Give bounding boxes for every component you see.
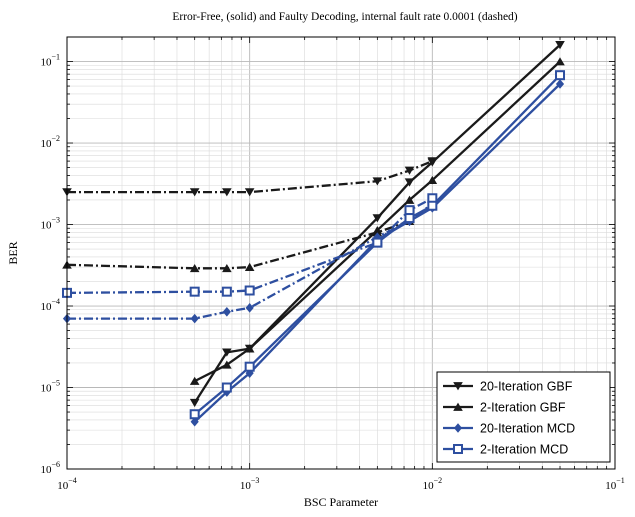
- series-1-solid-point: [427, 158, 438, 167]
- y-tick-label: 10−6: [40, 460, 60, 476]
- y-tick-label: 10−5: [40, 379, 60, 395]
- legend-marker-3: [453, 423, 463, 433]
- series-2-solid-point: [372, 225, 383, 235]
- series-2-solid-point: [404, 195, 415, 204]
- series-1-dashed-point: [372, 177, 383, 186]
- series-4-solid-point: [404, 213, 415, 224]
- series-layer: [62, 41, 566, 427]
- legend-marker-1: [453, 382, 463, 391]
- plot-frame: [66, 36, 616, 470]
- series-4-solid-point: [427, 200, 438, 211]
- series-1-solid-point: [222, 348, 232, 357]
- series-4-dashed-point: [244, 285, 255, 296]
- legend-label-4: 2-Iteration MCD: [480, 443, 568, 457]
- series-4-solid-point: [372, 237, 383, 248]
- series-2-dashed-point: [244, 262, 255, 271]
- series-2-dashed-point: [222, 264, 232, 273]
- series-4-dashed-point: [404, 205, 415, 216]
- y-tick-label: 10−3: [40, 216, 60, 232]
- series-1-dashed-point: [222, 188, 232, 197]
- x-tick-label: 10−3: [240, 476, 260, 492]
- legend-marker-2: [453, 402, 463, 411]
- series-4-dashed-point: [189, 286, 200, 297]
- legend-label-1: 20-Iteration GBF: [480, 380, 573, 394]
- y-axis-label: BER: [6, 241, 20, 264]
- series-1-dashed-point: [189, 188, 200, 197]
- series-3-solid-point: [555, 79, 565, 89]
- series-1-solid-point: [404, 178, 415, 187]
- x-axis-label: BSC Parameter: [304, 495, 378, 509]
- series-4-solid-point: [244, 361, 255, 372]
- legend: 20-Iteration GBF 2-Iteration GBF 20-Iterat…: [436, 371, 611, 463]
- x-tick-label: 10−2: [423, 476, 443, 492]
- series-2-solid-point: [222, 360, 232, 369]
- series-4-solid-point: [221, 382, 232, 393]
- series-1: [62, 41, 565, 408]
- chart-title: Error-Free, (solid) and Faulty Decoding,…: [172, 11, 517, 23]
- series-2-solid-point: [427, 175, 438, 185]
- series-3-dashed-point: [190, 313, 199, 324]
- series-3-solid-point: [245, 368, 254, 378]
- series-2-solid-point: [244, 344, 255, 353]
- series-2-solid-point: [189, 376, 200, 385]
- series-1-solid-point: [372, 214, 383, 223]
- legend-label-3: 20-Iteration MCD: [480, 422, 575, 436]
- series-1-solid-point: [555, 41, 565, 50]
- series-1-solid-point: [189, 398, 200, 408]
- series-3-dashed-point: [222, 306, 231, 317]
- legend-label-2: 2-Iteration GBF: [480, 401, 566, 415]
- series-4-solid-point: [189, 409, 200, 420]
- y-tick-label: 10−2: [40, 134, 60, 150]
- series-2-solid-point: [555, 57, 565, 66]
- series-4-solid-point: [555, 70, 566, 81]
- series-1-dashed-point: [244, 188, 255, 197]
- series-4-dashed-point: [221, 286, 232, 297]
- tick-labels: 10−4 10−3 10−2 10−1 10−6 10−5 10−4 10−3 10−2 10−1: [40, 53, 624, 492]
- x-tick-label: 10−1: [605, 476, 625, 492]
- x-tick-label: 10−4: [57, 476, 77, 492]
- legend-marker-4: [453, 444, 463, 454]
- series-3-solid-point: [190, 416, 199, 427]
- y-tick-label: 10−1: [40, 53, 60, 69]
- series-3-dashed-point: [245, 303, 254, 313]
- series-2-dashed-point: [189, 264, 200, 273]
- series-1-dashed-point: [404, 166, 415, 175]
- y-tick-label: 10−4: [40, 297, 60, 313]
